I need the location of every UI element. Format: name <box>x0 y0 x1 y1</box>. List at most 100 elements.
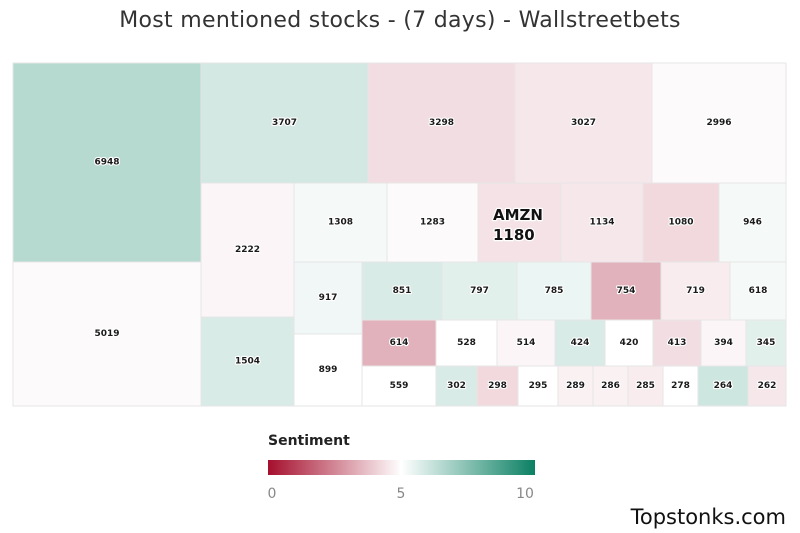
treemap-tile-ticker: AMZN <box>493 206 543 224</box>
treemap-tile-amzn: AMZN 1180 <box>477 182 562 263</box>
treemap-tile-value: 420 <box>620 338 639 348</box>
treemap-tile-rect <box>361 365 437 407</box>
treemap-tile-rect <box>435 319 498 367</box>
treemap-tile: 614 <box>361 319 437 367</box>
treemap-tile-rect <box>514 62 653 184</box>
treemap-tile: 1283 <box>386 182 479 263</box>
treemap-tile-rect <box>496 319 556 367</box>
treemap-tile: 754 <box>590 261 662 321</box>
treemap-tile-rect <box>516 261 592 321</box>
treemap-tile-rect <box>697 365 749 407</box>
treemap-tile-value: 899 <box>319 365 338 375</box>
treemap-tile-value: 851 <box>393 286 412 296</box>
treemap-tile-value: 302 <box>447 381 466 391</box>
legend-midpoint-marker <box>400 460 401 475</box>
treemap-tile: 2996 <box>651 62 787 184</box>
treemap-tile-rect <box>560 182 644 263</box>
treemap-tile: 285 <box>627 365 664 407</box>
treemap-tile-value: 6948 <box>94 158 119 168</box>
treemap-tile: 3707 <box>200 62 369 184</box>
treemap-tile-value: 298 <box>488 381 507 391</box>
treemap-tile-rect <box>747 365 787 407</box>
treemap-tile: 289 <box>557 365 594 407</box>
treemap-tile: 420 <box>604 319 654 367</box>
treemap-tile: 298 <box>476 365 519 407</box>
treemap-tile-rect <box>12 261 202 407</box>
legend-tick-max: 10 <box>516 486 534 502</box>
treemap-tile-value: 394 <box>714 338 733 348</box>
treemap-tile-value: 1134 <box>589 218 614 228</box>
treemap-tile-value: 295 <box>529 381 548 391</box>
treemap-tile-value: 3027 <box>571 118 596 128</box>
treemap-tile: 295 <box>517 365 559 407</box>
treemap-tile-value: 264 <box>714 381 733 391</box>
treemap-tile: 1080 <box>642 182 720 263</box>
treemap-tile: 3298 <box>367 62 516 184</box>
treemap-tile-value: 1180 <box>493 226 535 244</box>
treemap-tile-rect <box>590 261 662 321</box>
legend-tick-min: 0 <box>267 486 277 502</box>
treemap-tile-rect <box>200 316 295 407</box>
treemap-tile-rect <box>627 365 664 407</box>
treemap-tile-value: 559 <box>390 381 409 391</box>
treemap-tile-value: 285 <box>636 381 655 391</box>
treemap-tile: 528 <box>435 319 498 367</box>
treemap-tile: 302 <box>435 365 478 407</box>
treemap-tile: 851 <box>361 261 443 321</box>
treemap-tile-rect <box>361 319 437 367</box>
treemap-tile: 1308 <box>293 182 388 263</box>
treemap-tile: 1504 <box>200 316 295 407</box>
treemap-tile-value: 514 <box>517 338 536 348</box>
treemap-tile-rect <box>554 319 606 367</box>
treemap-tile: 5019 <box>12 261 202 407</box>
treemap-tile-value: 289 <box>566 381 585 391</box>
treemap-tile-value: 1504 <box>235 357 260 367</box>
treemap-tile: 3027 <box>514 62 653 184</box>
treemap-tile: 345 <box>745 319 787 367</box>
treemap-tile-value: 345 <box>757 338 776 348</box>
treemap-tile-value: 3298 <box>429 118 454 128</box>
treemap-tile-value: 1308 <box>328 218 353 228</box>
treemap-tile-rect <box>367 62 516 184</box>
treemap-tile: 394 <box>700 319 747 367</box>
treemap-tile: 785 <box>516 261 592 321</box>
treemap-tile: 618 <box>729 261 787 321</box>
treemap-tile-value: 3707 <box>272 118 297 128</box>
treemap-tile-rect <box>361 261 443 321</box>
treemap-tile: 424 <box>554 319 606 367</box>
treemap-tile-value: 5019 <box>94 329 119 339</box>
treemap-tile-value: 797 <box>470 286 489 296</box>
treemap-tile: 917 <box>293 261 363 335</box>
treemap-tile: 413 <box>652 319 702 367</box>
treemap-tile: 6948 <box>12 62 202 263</box>
treemap-tile-value: 917 <box>319 293 338 303</box>
treemap-tile: 278 <box>662 365 699 407</box>
treemap-tile-value: 785 <box>545 286 564 296</box>
treemap-tile-value: 2996 <box>706 118 731 128</box>
treemap-tile-rect <box>700 319 747 367</box>
treemap-tile-rect <box>662 365 699 407</box>
legend-color-bar <box>268 460 535 475</box>
treemap-tile-rect <box>200 62 369 184</box>
treemap-tile: 514 <box>496 319 556 367</box>
treemap-tile-value: 618 <box>749 286 768 296</box>
treemap-tile-value: 424 <box>571 338 590 348</box>
treemap-tile-value: 1283 <box>420 218 445 228</box>
chart-title: Most mentioned stocks - (7 days) - Walls… <box>119 8 681 33</box>
treemap-tile: 1134 <box>560 182 644 263</box>
treemap-tile: 559 <box>361 365 437 407</box>
treemap-tile-value: 754 <box>617 286 636 296</box>
treemap-tile-value: 946 <box>743 218 762 228</box>
treemap-tile-rect <box>729 261 787 321</box>
treemap-tile-value: 278 <box>671 381 690 391</box>
treemap-tile-rect <box>718 182 787 263</box>
treemap-tile-rect <box>745 319 787 367</box>
treemap-tile-rect <box>293 182 388 263</box>
legend-title: Sentiment <box>268 433 350 449</box>
treemap-tile-value: 286 <box>601 381 620 391</box>
treemap-tile-value: 528 <box>457 338 476 348</box>
treemap-tile: 286 <box>592 365 629 407</box>
treemap-tile-rect <box>557 365 594 407</box>
treemap-tile-rect <box>476 365 519 407</box>
legend-tick-mid: 5 <box>396 486 406 502</box>
